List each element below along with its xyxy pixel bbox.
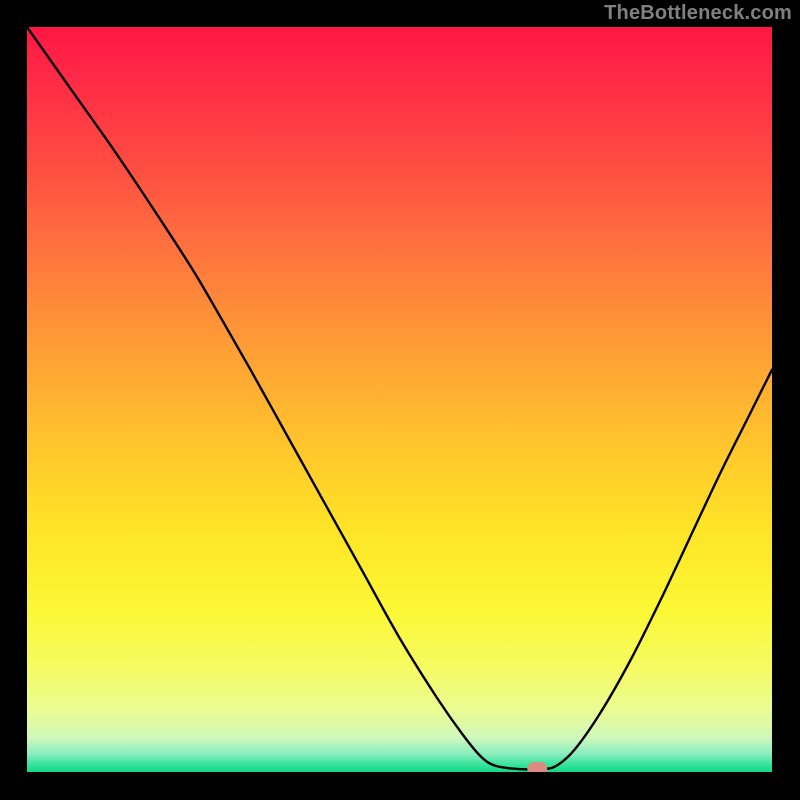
plot-background-gradient (27, 27, 772, 772)
bottleneck-curve-plot (0, 0, 800, 800)
watermark-text: TheBottleneck.com (604, 2, 792, 25)
chart-frame: TheBottleneck.com (0, 0, 800, 800)
